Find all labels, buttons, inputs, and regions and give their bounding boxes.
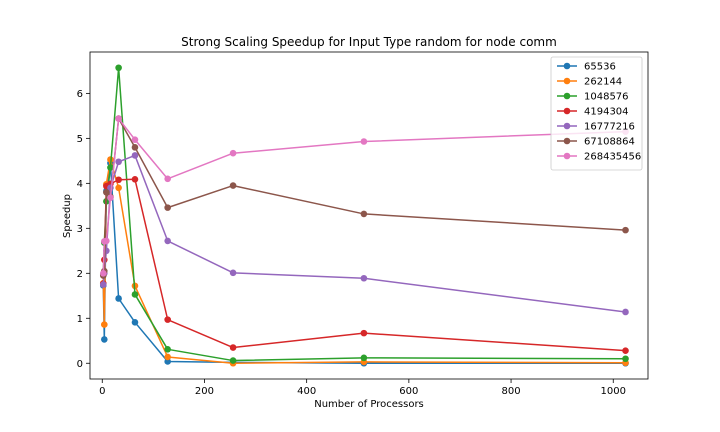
legend-entry: 1048576 bbox=[557, 92, 629, 103]
data-point bbox=[164, 237, 171, 245]
series-line bbox=[102, 117, 626, 276]
data-point bbox=[622, 347, 629, 354]
data-point bbox=[229, 269, 237, 277]
y-tick-label: 4 bbox=[77, 179, 83, 190]
data-point bbox=[131, 136, 139, 144]
data-point bbox=[622, 355, 629, 363]
legend-marker bbox=[563, 137, 571, 145]
legend-entry: 4194304 bbox=[557, 107, 629, 118]
x-tick-label: 1000 bbox=[601, 386, 626, 397]
data-point bbox=[164, 346, 171, 353]
legend-entry: 67108864 bbox=[557, 137, 635, 148]
data-point bbox=[115, 115, 122, 122]
data-point bbox=[115, 184, 122, 192]
x-tick-label: 600 bbox=[399, 386, 418, 397]
data-point bbox=[360, 274, 368, 282]
data-point bbox=[99, 269, 107, 277]
legend-marker bbox=[563, 107, 571, 115]
data-point bbox=[115, 158, 122, 166]
data-point bbox=[229, 149, 237, 157]
data-point bbox=[164, 353, 171, 361]
series-line bbox=[102, 178, 626, 352]
legend: 65536 262144 1048576 4194304 16777216 6710886… bbox=[550, 56, 643, 171]
legend-label: 67108864 bbox=[584, 137, 635, 148]
series-line bbox=[102, 154, 626, 313]
legend-entry: 268435456 bbox=[557, 152, 641, 163]
data-point bbox=[360, 138, 368, 145]
chart-title: Strong Scaling Speedup for Input Type ra… bbox=[181, 35, 557, 49]
legend-label: 65536 bbox=[584, 62, 616, 73]
x-axis-label: Number of Processors bbox=[314, 399, 424, 410]
series-4194304 bbox=[99, 175, 629, 354]
legend-marker bbox=[563, 122, 571, 130]
series-268435456 bbox=[99, 115, 629, 277]
data-point bbox=[103, 237, 110, 245]
y-tick-label: 3 bbox=[77, 224, 83, 235]
y-axis-label: Speedup bbox=[62, 194, 73, 238]
data-point bbox=[107, 194, 114, 202]
data-point bbox=[360, 329, 368, 337]
data-point bbox=[115, 64, 122, 72]
y-tick-label: 1 bbox=[77, 314, 83, 325]
legend-entry: 16777216 bbox=[557, 122, 635, 133]
data-point bbox=[103, 189, 110, 196]
data-point bbox=[115, 295, 122, 302]
y-tick-label: 6 bbox=[77, 89, 83, 100]
plot-frame bbox=[89, 51, 649, 380]
data-point bbox=[164, 175, 171, 183]
x-tick-label: 200 bbox=[195, 386, 214, 397]
data-point bbox=[101, 321, 108, 328]
data-point bbox=[164, 204, 171, 211]
data-point bbox=[229, 344, 237, 351]
series-16777216 bbox=[99, 152, 629, 316]
x-tick-label: 0 bbox=[99, 386, 105, 397]
ticks-layer: 0 200 400 600 800 1000 0 1 2 3 4 5 6 bbox=[77, 89, 626, 397]
x-tick-label: 400 bbox=[297, 386, 316, 397]
data-point bbox=[622, 308, 629, 316]
legend-entry: 65536 bbox=[557, 62, 616, 73]
data-point bbox=[360, 354, 368, 362]
data-point bbox=[622, 226, 629, 234]
x-tick-label: 800 bbox=[502, 386, 521, 397]
series-layer bbox=[99, 64, 629, 367]
y-tick-label: 2 bbox=[77, 269, 83, 280]
data-point bbox=[164, 316, 171, 323]
data-point bbox=[99, 281, 107, 288]
data-point bbox=[131, 175, 139, 183]
data-point bbox=[131, 152, 139, 159]
data-point bbox=[360, 210, 368, 218]
y-tick-label: 5 bbox=[77, 134, 83, 145]
legend-marker bbox=[563, 92, 571, 100]
legend-label: 16777216 bbox=[584, 122, 635, 133]
legend-marker bbox=[563, 152, 571, 160]
y-tick-label: 0 bbox=[77, 359, 83, 370]
legend-label: 268435456 bbox=[584, 152, 641, 163]
legend-label: 4194304 bbox=[584, 107, 629, 118]
legend-label: 1048576 bbox=[584, 92, 629, 103]
legend-entry: 262144 bbox=[557, 77, 622, 88]
data-point bbox=[131, 144, 139, 151]
data-point bbox=[229, 357, 237, 364]
data-point bbox=[115, 176, 122, 184]
data-point bbox=[131, 291, 139, 298]
legend-marker bbox=[563, 62, 571, 70]
legend-label: 262144 bbox=[584, 77, 622, 88]
legend-marker bbox=[563, 77, 571, 85]
data-point bbox=[229, 182, 237, 189]
data-point bbox=[107, 164, 114, 171]
data-point bbox=[101, 336, 108, 343]
data-point bbox=[131, 319, 139, 326]
